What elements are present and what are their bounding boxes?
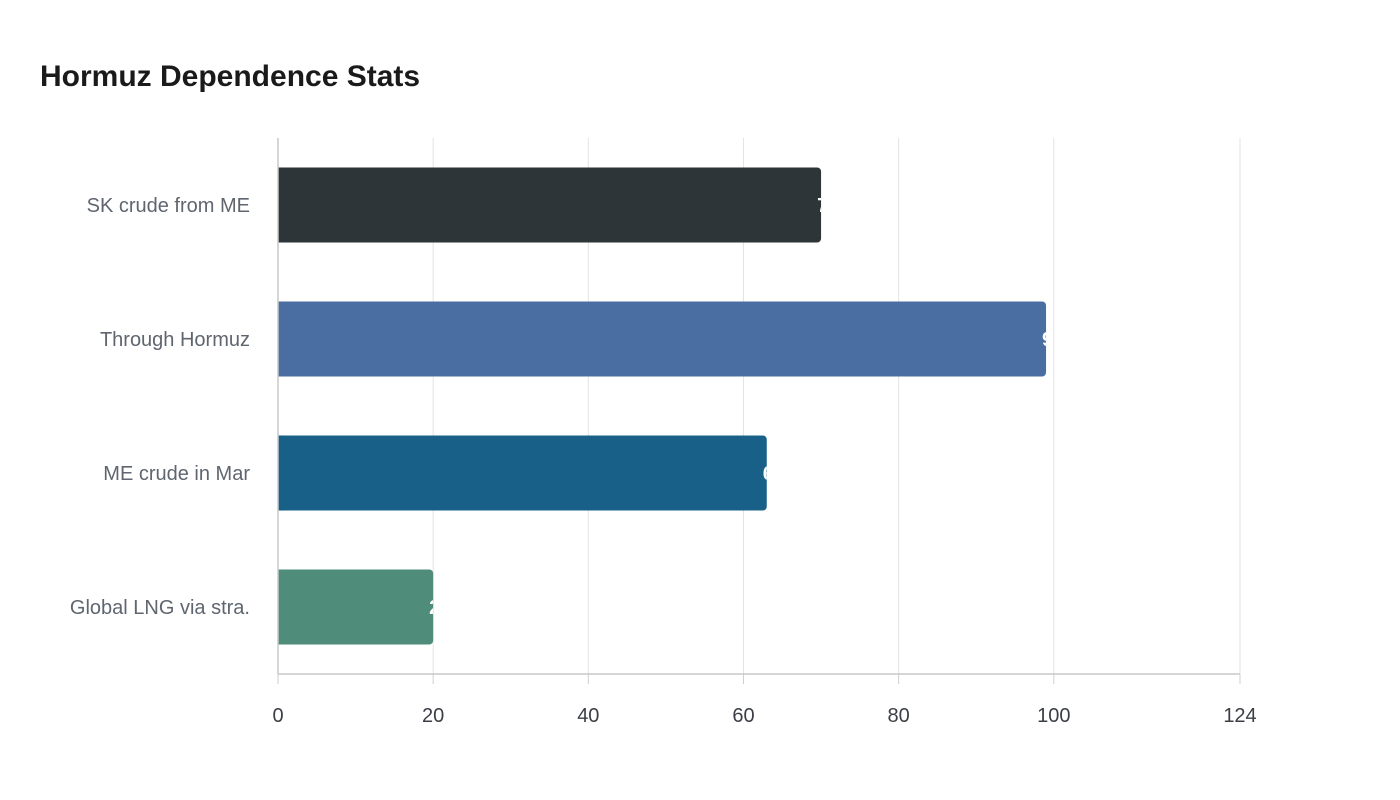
bar-base — [278, 167, 284, 243]
x-tick-label: 0 — [272, 705, 283, 727]
axes — [277, 138, 1241, 684]
category-label: Global LNG via stra. — [70, 597, 250, 619]
category-label: ME crude in Mar — [103, 463, 250, 485]
data-label: 99 — [1042, 329, 1064, 351]
labels: 0 20 40 60 80 100 124 SK crude from ME 70 Through… — [70, 195, 1257, 727]
bar-base — [278, 301, 284, 377]
data-label: 20 — [429, 597, 451, 619]
x-tick-label: 60 — [732, 705, 754, 727]
bar — [278, 435, 767, 511]
x-tick-label: 100 — [1037, 705, 1070, 727]
data-label: 63 — [763, 463, 785, 485]
x-tick-label: 124 — [1223, 705, 1256, 727]
x-tick-label: 80 — [888, 705, 910, 727]
chart-title: Hormuz Dependence Stats — [40, 60, 421, 93]
category-label: SK crude from ME — [87, 195, 250, 217]
x-tick-label: 20 — [422, 705, 444, 727]
bar-base — [278, 435, 284, 511]
bar — [278, 569, 434, 645]
data-label: 70 — [817, 195, 839, 217]
bar — [278, 167, 822, 243]
bar-base — [278, 569, 284, 645]
bars — [278, 167, 1047, 645]
bar — [278, 301, 1047, 377]
category-label: Through Hormuz — [100, 329, 250, 351]
x-tick-label: 40 — [577, 705, 599, 727]
